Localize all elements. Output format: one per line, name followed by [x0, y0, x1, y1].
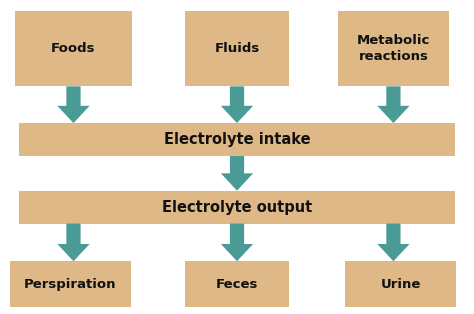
Polygon shape: [57, 86, 90, 123]
FancyBboxPatch shape: [337, 11, 449, 86]
Text: Perspiration: Perspiration: [24, 278, 117, 291]
FancyBboxPatch shape: [345, 261, 456, 307]
FancyBboxPatch shape: [185, 11, 289, 86]
Polygon shape: [57, 224, 90, 261]
Polygon shape: [221, 156, 253, 191]
Text: Urine: Urine: [380, 278, 421, 291]
Polygon shape: [377, 86, 410, 123]
Polygon shape: [377, 224, 410, 261]
Polygon shape: [221, 224, 253, 261]
Text: Fluids: Fluids: [214, 42, 260, 55]
Text: Electrolyte output: Electrolyte output: [162, 200, 312, 215]
FancyBboxPatch shape: [185, 261, 289, 307]
Text: Electrolyte intake: Electrolyte intake: [164, 132, 310, 147]
FancyBboxPatch shape: [15, 11, 131, 86]
Polygon shape: [221, 86, 253, 123]
FancyBboxPatch shape: [19, 123, 455, 156]
Text: Foods: Foods: [51, 42, 96, 55]
FancyBboxPatch shape: [19, 191, 455, 224]
Text: Metabolic
reactions: Metabolic reactions: [357, 35, 430, 63]
FancyBboxPatch shape: [9, 261, 130, 307]
Text: Feces: Feces: [216, 278, 258, 291]
